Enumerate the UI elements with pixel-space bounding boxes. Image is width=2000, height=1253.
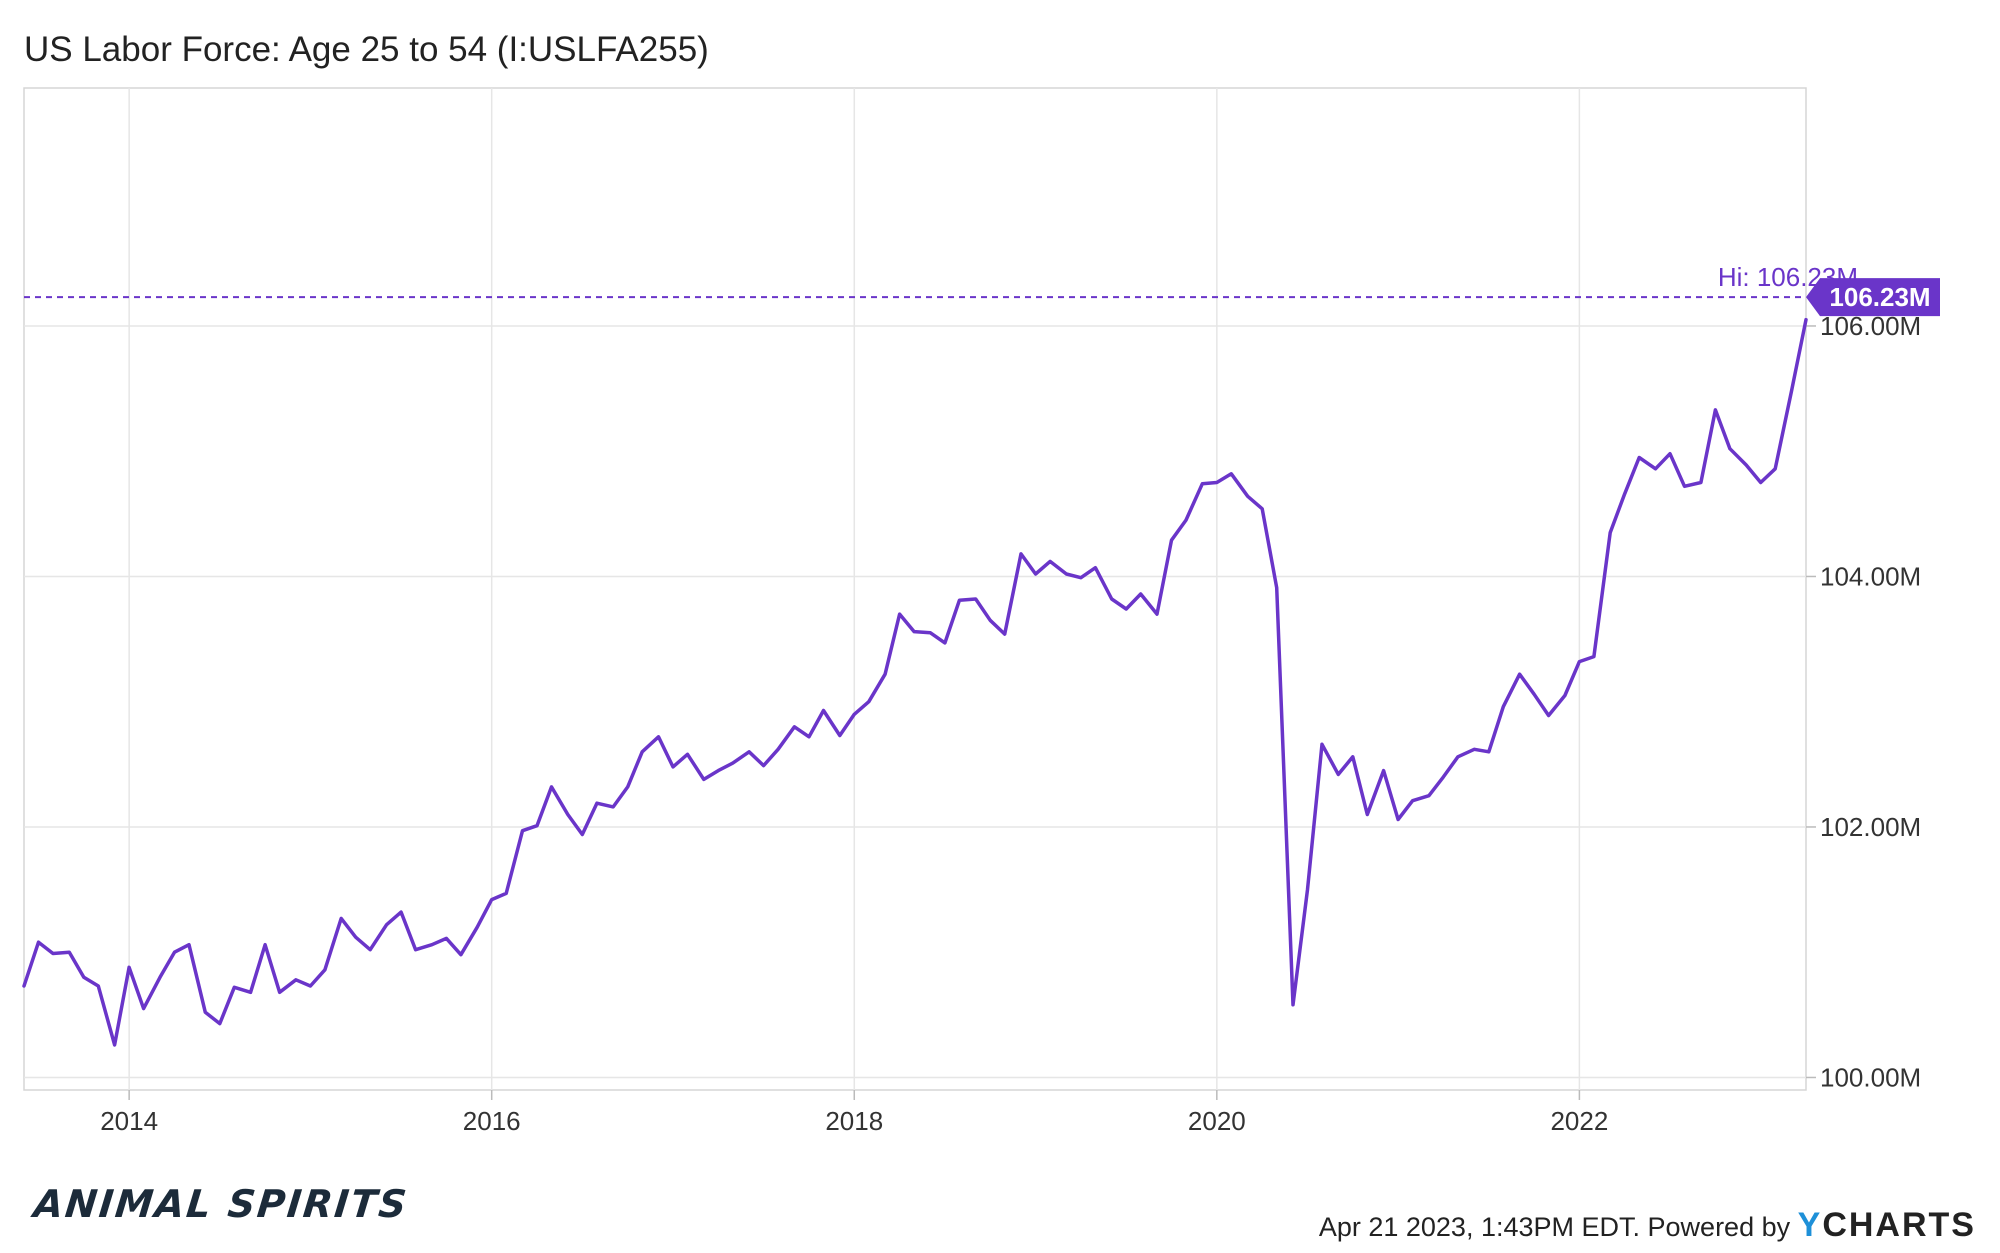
plot-frame: [23, 87, 1807, 1091]
animal-spirits-logo: ANIMAL SPIRITS: [31, 1182, 411, 1226]
y-tick-label: 102.00M: [1820, 812, 1921, 842]
ycharts-logo-y: Y: [1797, 1206, 1823, 1244]
ycharts-logo[interactable]: YCHARTS: [1798, 1206, 1976, 1244]
y-tick-label: 100.00M: [1820, 1062, 1921, 1092]
x-tick-label: 2022: [1550, 1106, 1608, 1136]
y-tick-label: 104.00M: [1820, 561, 1921, 591]
x-tick-label: 2014: [100, 1106, 158, 1136]
series-line: [22, 317, 1808, 1047]
x-tick-label: 2016: [463, 1106, 521, 1136]
last-value-label: 106.23M: [1829, 282, 1930, 312]
x-tick-label: 2020: [1188, 1106, 1246, 1136]
x-tick-label: 2018: [825, 1106, 883, 1136]
ycharts-logo-text: CHARTS: [1822, 1206, 1976, 1244]
footer-powered-by: Powered by: [1647, 1212, 1791, 1242]
footer-timestamp: Apr 21 2023, 1:43PM EDT.: [1318, 1212, 1641, 1242]
last-value-badge: [1806, 278, 1940, 317]
footer: Apr 21 2023, 1:43PM EDT. Powered by YCHA…: [1319, 1206, 1976, 1245]
chart-title: US Labor Force: Age 25 to 54 (I:USLFA255…: [24, 30, 709, 69]
